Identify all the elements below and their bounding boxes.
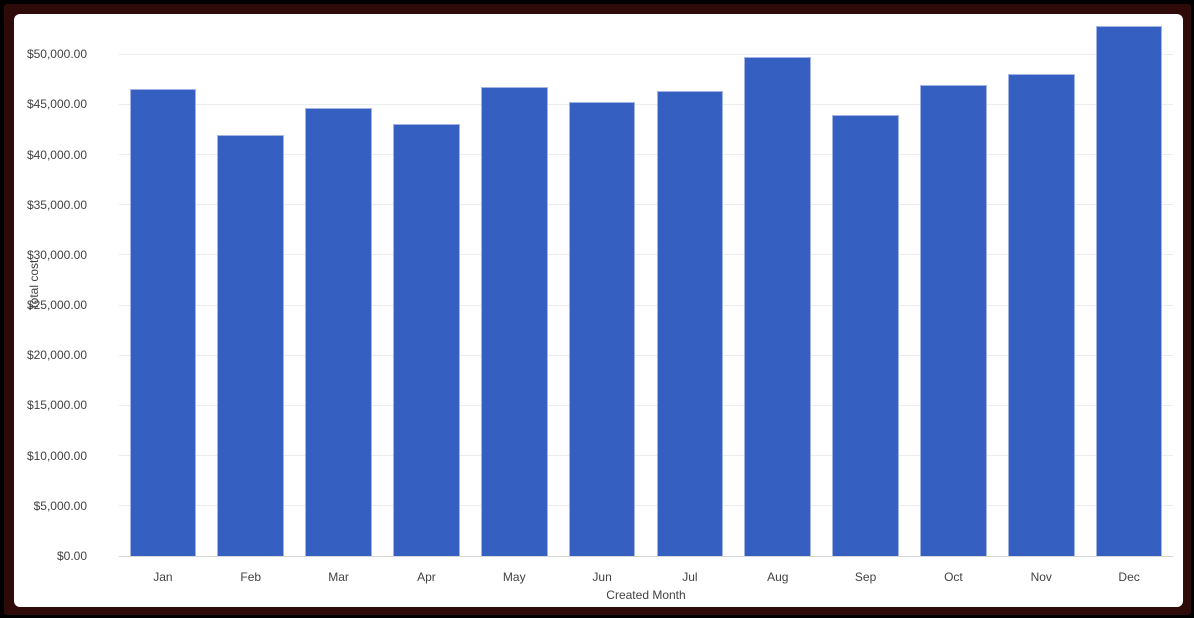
y-tick-label: $0.00 [56,549,87,563]
bar-jun[interactable] [568,102,636,556]
bar-dec[interactable] [1095,26,1163,556]
gridline [119,455,1173,457]
bar-feb[interactable] [217,135,285,556]
gridline [119,505,1173,507]
gridline [119,304,1173,306]
x-tick-label: Aug [767,570,789,584]
x-axis-title: Created Month [606,588,686,602]
x-tick-label: Dec [1118,570,1140,584]
y-tick-label: $20,000.00 [26,348,87,363]
x-tick-label: Jun [592,570,612,584]
y-tick-label: $25,000.00 [26,298,87,313]
y-tick-label: $15,000.00 [26,398,87,413]
gridline [119,404,1173,406]
x-tick-label: Jul [682,570,698,584]
x-tick-label: Oct [944,570,963,584]
y-tick-label: $30,000.00 [26,247,87,262]
bar-apr[interactable] [393,124,460,556]
bar-sep[interactable] [832,115,899,556]
x-tick-label: Apr [417,570,436,584]
x-tick-label: Nov [1030,570,1052,584]
y-tick-label: $35,000.00 [26,197,87,212]
bar-jan[interactable] [129,89,197,556]
bar-mar[interactable] [305,108,372,556]
bar-nov[interactable] [1007,74,1075,556]
plot-area [119,14,1173,557]
x-tick-label: Feb [240,570,262,584]
y-tick-label: $10,000.00 [26,448,87,463]
gridline [119,354,1173,356]
chart-panel: Total cost $0.00 $5,000.00 $10,000.00 $15,0… [14,14,1183,607]
gridline [119,154,1173,156]
bar-may[interactable] [480,87,548,556]
x-tick-label: Sep [854,570,877,584]
y-tick-label: $50,000.00 [26,47,87,62]
window-frame: Total cost $0.00 $5,000.00 $10,000.00 $15,0… [4,4,1191,615]
y-tick-label: $45,000.00 [26,97,87,112]
x-axis-baseline [119,555,1173,557]
x-tick-label: Mar [328,570,349,584]
y-tick-label: $5,000.00 [33,498,87,513]
y-tick-label: $40,000.00 [26,147,87,162]
bar-chart: Total cost $0.00 $5,000.00 $10,000.00 $15,0… [14,14,1183,607]
x-tick-label: Jan [153,570,173,584]
gridline [119,254,1173,256]
bar-aug[interactable] [744,57,812,556]
bar-jul[interactable] [656,91,724,556]
x-tick-label: May [502,570,526,584]
gridline [119,53,1173,55]
gridline [119,204,1173,206]
bar-oct[interactable] [920,85,987,556]
gridline [119,103,1173,105]
